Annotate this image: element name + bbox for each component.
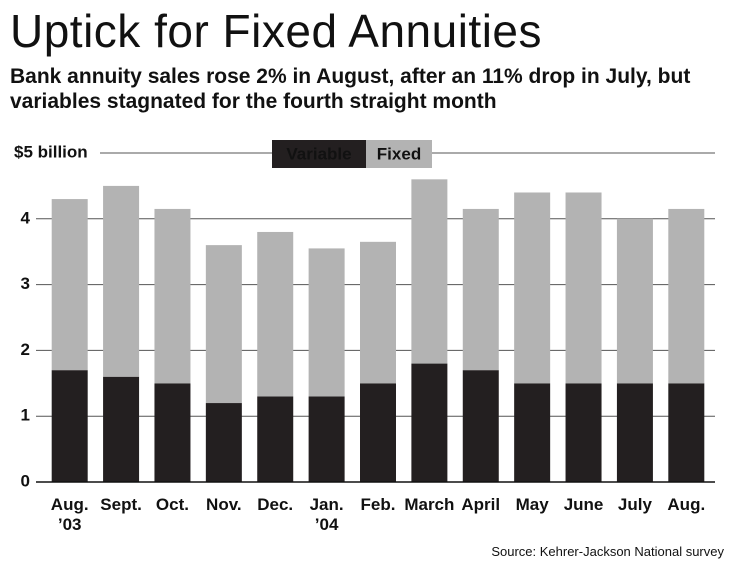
bar-segment (462, 370, 499, 482)
x-tick-label: Aug. ’03 (50, 495, 89, 534)
x-tick-label: Aug. (667, 495, 706, 514)
y-tick-label: 3 (21, 274, 30, 293)
x-tick-label: April (461, 495, 501, 514)
bar-segment (616, 218, 653, 384)
bar-segment (514, 192, 551, 384)
x-tick-label: June (563, 495, 604, 514)
bar-segment (154, 383, 191, 482)
y-tick-label: 0 (21, 471, 30, 490)
x-tick-label: Nov. (206, 495, 242, 514)
chart-subtitle: Bank annuity sales rose 2% in August, af… (10, 65, 691, 113)
x-tick-label: Jan. ’04 (309, 495, 344, 534)
y-tick-label: 2 (21, 340, 30, 359)
bar-segment (565, 383, 602, 482)
y-tick-label: 1 (21, 406, 30, 425)
bar-segment (154, 208, 191, 384)
chart-title: Uptick for Fixed Annuities (10, 5, 543, 57)
x-tick-label: Sept. (100, 495, 142, 514)
bar-segment (51, 370, 88, 482)
x-tick-label: July (617, 495, 652, 514)
legend-swatch (366, 140, 432, 168)
bar-segment (205, 403, 242, 482)
x-tick-label: Feb. (360, 495, 396, 514)
bar-segment (257, 231, 294, 397)
source-note: Source: Kehrer-Jackson National survey (491, 544, 724, 559)
bar-segment (360, 383, 396, 482)
legend-label: Fixed (377, 144, 421, 163)
bar-segment (668, 208, 705, 384)
bar-segment (668, 383, 705, 482)
x-tick-label: March (404, 495, 455, 514)
x-tick-label: May (515, 495, 549, 514)
x-tick-label: Dec. (257, 495, 294, 514)
bar-segment (411, 179, 448, 364)
y-tick-label: 4 (21, 208, 31, 227)
bar-segment (103, 185, 140, 377)
bar-segment (462, 208, 499, 371)
legend-swatch (272, 140, 366, 168)
bar-segment (308, 396, 345, 482)
bar-segment (360, 241, 396, 384)
bar-segment (616, 383, 653, 482)
bar-segment (103, 376, 140, 482)
bar-segment (411, 363, 448, 482)
bar-segment (308, 248, 345, 397)
bar-segment (205, 245, 242, 404)
bar-segment (514, 383, 551, 482)
y-tick-label: $5 billion (14, 142, 88, 161)
bar-segment (565, 192, 602, 384)
legend-label: Variable (286, 144, 351, 163)
bar-segment (257, 396, 294, 482)
x-tick-label: Oct. (155, 495, 189, 514)
bar-segment (51, 199, 88, 371)
